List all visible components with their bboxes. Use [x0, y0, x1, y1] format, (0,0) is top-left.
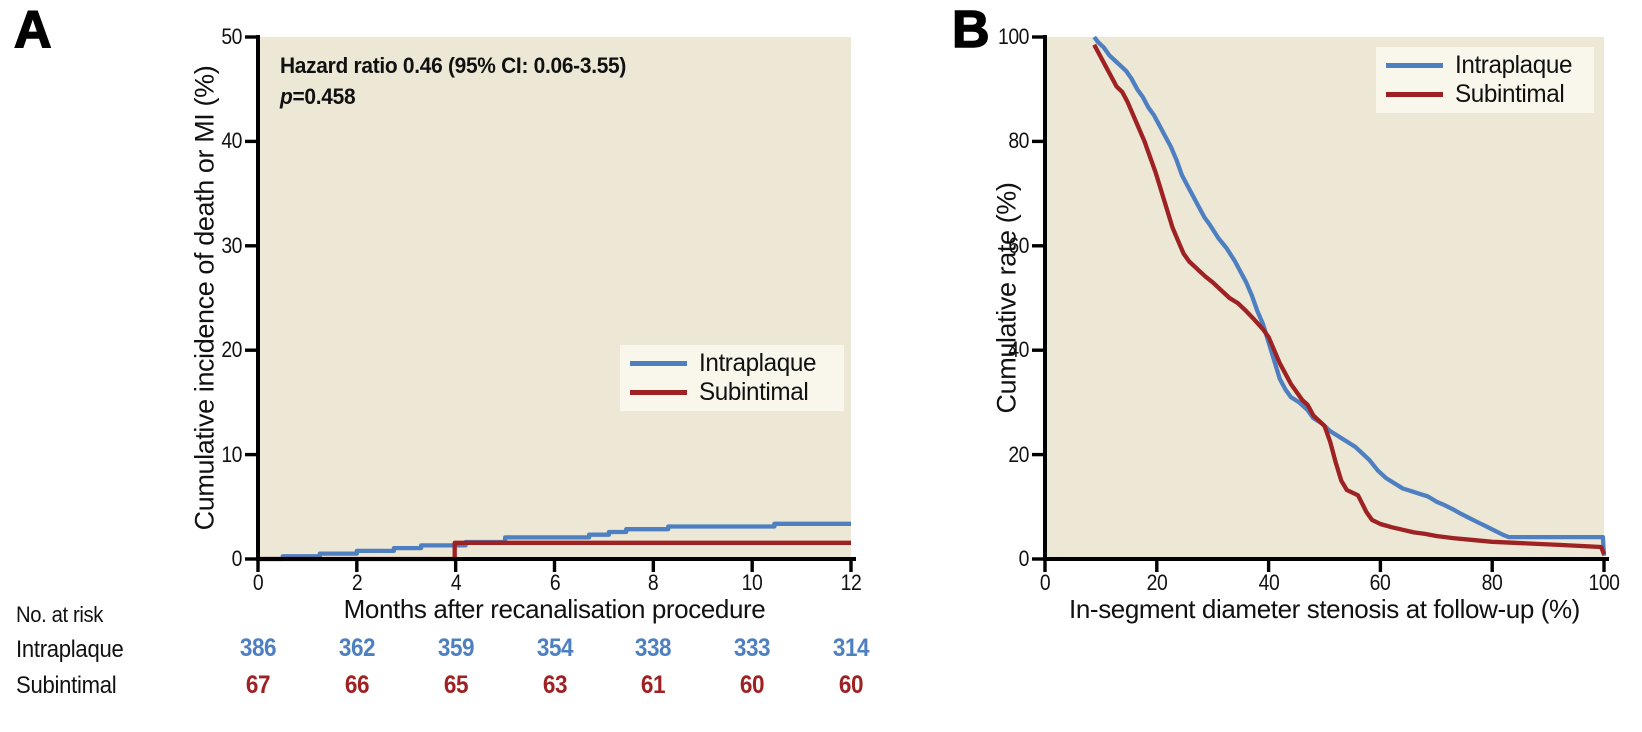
panel-a-y-tick-label: 0: [231, 546, 243, 571]
risk-count-intraplaque: 314: [832, 634, 870, 662]
panel-b-x-tick-label: 80: [1481, 570, 1503, 595]
curve-intraplaque: [1092, 35, 1607, 557]
panel-a-x-tick-label: 0: [252, 570, 264, 595]
panel-b-legend: Intraplaque Subintimal: [1376, 47, 1594, 113]
annotation-p-value: p=0.458: [280, 81, 626, 112]
risk-count-subintimal: 65: [443, 671, 469, 699]
axes: [256, 35, 856, 561]
risk-count-intraplaque: 362: [338, 634, 376, 662]
legend-entry-intraplaque: Intraplaque: [1386, 51, 1586, 80]
panel-a-x-tick-label: 6: [549, 570, 560, 595]
subintimal-line-swatch: [630, 390, 687, 395]
panel-b-y-tick-label: 20: [1008, 441, 1029, 467]
legend-label-intraplaque: Intraplaque: [1455, 51, 1573, 79]
panel-b-y-tick-label: 60: [1008, 232, 1029, 258]
panel-a-x-axis-title: Months after recanalisation procedure: [343, 594, 766, 624]
axes: [1043, 35, 1609, 561]
legend-entry-intraplaque: Intraplaque: [630, 349, 836, 378]
risk-count-subintimal: 61: [641, 671, 666, 699]
plot-background: [258, 37, 851, 559]
intraplaque-line-swatch: [630, 361, 687, 366]
panel-b-x-tick-label: 20: [1146, 570, 1168, 595]
panel-b-y-tick-label: 80: [1008, 128, 1029, 154]
panel-a-x-tick-label: 12: [840, 570, 862, 595]
legend-entry-subintimal: Subintimal: [630, 378, 836, 407]
panel-a-x-tick-label: 2: [351, 570, 363, 595]
risk-count-subintimal: 60: [740, 671, 765, 699]
plot-area-b: [1032, 35, 1609, 572]
intraplaque-line-swatch: [1386, 63, 1443, 68]
risk-count-subintimal: 63: [542, 671, 567, 699]
risk-count-intraplaque: 354: [536, 634, 573, 662]
risk-count-intraplaque: 386: [239, 634, 277, 662]
plot-background: [1045, 37, 1604, 559]
panel-b-y-tick-label: 40: [1008, 337, 1029, 363]
panel-a-legend: Intraplaque Subintimal: [620, 345, 844, 411]
hazard-ratio-annotation: Hazard ratio 0.46 (95% CI: 0.06-3.55) p=…: [280, 50, 626, 112]
annotation-hazard-ratio: Hazard ratio 0.46 (95% CI: 0.06-3.55): [280, 53, 627, 78]
panel-b-x-tick-label: 60: [1370, 570, 1391, 595]
risk-count-intraplaque: 359: [437, 634, 475, 662]
plot-area-a: [245, 35, 856, 572]
risk-count-subintimal: 66: [344, 671, 370, 699]
panel-b-x-axis-title: In-segment diameter stenosis at follow-u…: [1069, 594, 1580, 624]
panel-b-x-tick-label: 0: [1039, 570, 1051, 595]
legend-label-subintimal: Subintimal: [699, 378, 809, 406]
panel-a-label: A: [13, 1, 52, 59]
panel-a-y-tick-label: 10: [221, 441, 242, 467]
curve-subintimal: [1092, 43, 1607, 556]
panel-a-y-tick-label: 20: [221, 337, 242, 363]
risk-row-label-intraplaque: Intraplaque: [16, 636, 124, 663]
panel-b-x-tick-label: 100: [1588, 570, 1620, 595]
panel-a-y-tick-label: 40: [221, 128, 242, 154]
panel-a-x-tick-label: 8: [648, 570, 659, 595]
panel-b-label: B: [951, 1, 990, 59]
risk-count-subintimal: 67: [245, 671, 271, 699]
annotation-p-number: =0.458: [292, 84, 356, 109]
risk-row-label-subintimal: Subintimal: [16, 672, 117, 699]
risk-count-intraplaque: 333: [734, 634, 771, 662]
legend-label-subintimal: Subintimal: [1455, 80, 1565, 108]
panel-b-y-tick-label: 0: [1018, 546, 1030, 571]
panel-a-y-tick-label: 30: [221, 232, 242, 258]
panel-a-x-tick-label: 4: [450, 570, 461, 595]
panel-a-x-tick-label: 10: [741, 570, 763, 595]
panel-b-y-axis-title: Cumulative rate (%): [991, 182, 1022, 414]
legend-entry-subintimal: Subintimal: [1386, 80, 1586, 109]
risk-table-title: No. at risk: [16, 602, 104, 627]
subintimal-line-swatch: [1386, 92, 1443, 97]
panel-b-x-tick-label: 40: [1258, 570, 1279, 595]
risk-count-intraplaque: 338: [635, 634, 672, 662]
risk-count-subintimal: 60: [838, 671, 864, 699]
legend-label-intraplaque: Intraplaque: [699, 349, 817, 377]
panel-a-y-tick-label: 50: [221, 24, 242, 49]
panel-b-y-tick-label: 100: [998, 24, 1029, 49]
annotation-p-symbol: p: [280, 84, 293, 109]
